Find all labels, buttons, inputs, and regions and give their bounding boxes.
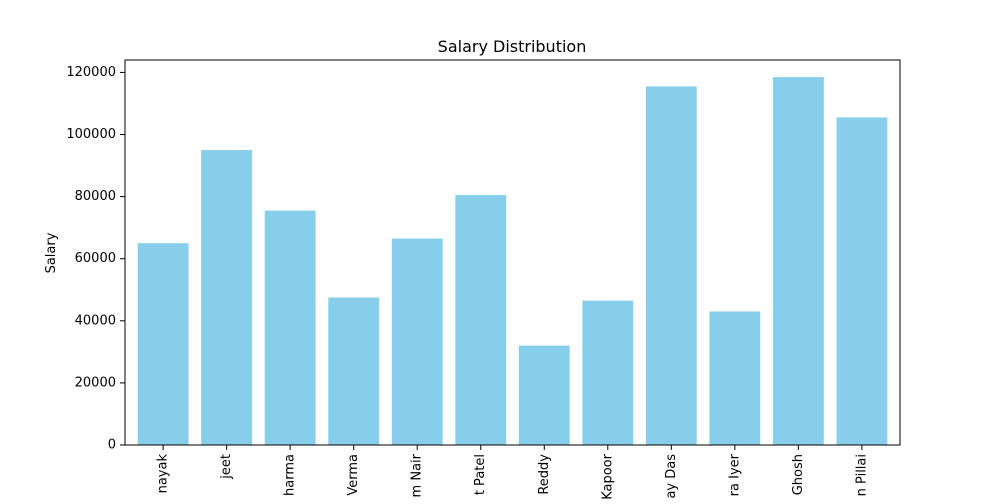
- x-tick-label: Kapoor: [600, 453, 615, 499]
- x-tick-label: jeet: [219, 454, 234, 480]
- x-tick-label: harma: [283, 454, 298, 496]
- x-tick-label: ra Iyer: [727, 453, 742, 496]
- x-tick-label: Verma: [346, 454, 361, 496]
- bar-3: [328, 297, 380, 445]
- bar-10: [772, 77, 824, 446]
- bars-layer: [137, 77, 888, 446]
- x-tick-label: ay Das: [664, 454, 679, 499]
- x-tick-label: n Pillai: [854, 454, 869, 496]
- x-axis-ticks: nayak jeet harma Verma m Nair t Patel Reddy Kap…: [156, 445, 869, 500]
- y-tick-label: 60000: [75, 251, 116, 266]
- x-tick-label: nayak: [156, 454, 171, 494]
- y-tick-label: 100000: [66, 127, 116, 142]
- y-tick-label: 120000: [66, 65, 116, 80]
- bar-5: [455, 195, 507, 445]
- plot-frame: [124, 59, 901, 446]
- bar-7: [582, 300, 634, 445]
- bar-4: [391, 238, 443, 445]
- y-tick-label: 40000: [75, 313, 116, 328]
- y-tick-label: 20000: [75, 375, 116, 390]
- x-tick-label: m Nair: [410, 453, 425, 497]
- bar-2: [264, 210, 316, 445]
- bar-1: [201, 150, 253, 445]
- x-tick-label: Reddy: [537, 454, 552, 495]
- y-tick-label: 0: [108, 438, 116, 453]
- bar-11: [836, 117, 888, 445]
- y-axis-label: Salary: [44, 232, 59, 273]
- bar-8: [645, 86, 697, 446]
- x-tick-label: Ghosh: [791, 454, 806, 495]
- x-tick-label: t Patel: [473, 454, 488, 495]
- y-tick-label: 80000: [75, 189, 116, 204]
- bar-9: [709, 311, 761, 445]
- y-axis-ticks: 0 20000 40000 60000 80000 100000 120000: [66, 65, 125, 453]
- bar-6: [518, 345, 570, 445]
- chart-title: Salary Distribution: [438, 37, 587, 56]
- bar-0: [137, 243, 189, 445]
